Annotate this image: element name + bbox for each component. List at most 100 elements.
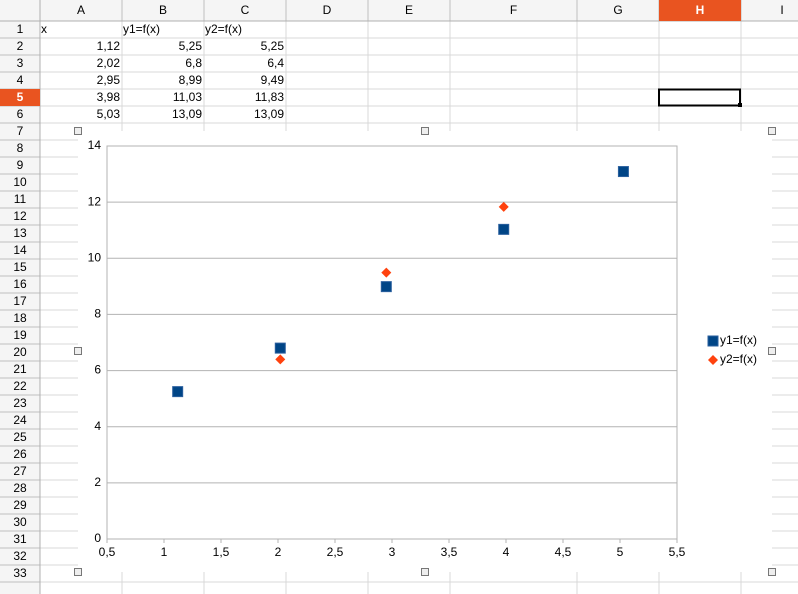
cell-text[interactable]: 8,99 <box>179 73 203 87</box>
y-tick-label: 4 <box>94 419 101 433</box>
cell-text[interactable]: 3,98 <box>97 90 121 104</box>
y-tick-label: 12 <box>88 194 102 208</box>
resize-handle[interactable] <box>768 347 776 355</box>
x-tick-label: 4,5 <box>555 545 572 559</box>
row-header[interactable]: 27 <box>13 464 27 478</box>
row-header[interactable]: 4 <box>17 73 24 87</box>
row-header[interactable]: 18 <box>13 311 27 325</box>
y-tick-label: 8 <box>94 307 101 321</box>
cell-cursor[interactable] <box>658 88 741 107</box>
cell-text[interactable]: 2,95 <box>97 73 121 87</box>
row-header[interactable]: 14 <box>13 243 27 257</box>
row-header[interactable]: 1 <box>17 22 24 36</box>
row-header[interactable]: 26 <box>13 447 27 461</box>
row-header[interactable]: 13 <box>13 226 27 240</box>
row-header[interactable]: 10 <box>13 175 27 189</box>
cell-text[interactable]: 6,8 <box>185 56 202 70</box>
cell-text[interactable]: 6,4 <box>267 56 284 70</box>
x-tick-label: 2 <box>275 545 282 559</box>
x-tick-label: 5,5 <box>669 545 686 559</box>
row-header[interactable]: 32 <box>13 549 27 563</box>
resize-handle[interactable] <box>421 568 429 576</box>
row-header[interactable]: 29 <box>13 498 27 512</box>
column-header[interactable]: E <box>405 3 413 17</box>
x-tick-label: 4 <box>503 545 510 559</box>
data-point <box>274 342 286 354</box>
cell-text[interactable]: y2=f(x) <box>205 22 242 36</box>
row-header[interactable]: 33 <box>13 566 27 580</box>
y-tick-label: 14 <box>88 138 102 152</box>
row-header[interactable]: 20 <box>13 345 27 359</box>
data-point <box>172 386 184 398</box>
row-header[interactable]: 6 <box>17 107 24 121</box>
data-point <box>498 223 510 235</box>
row-header[interactable]: 3 <box>17 56 24 70</box>
row-header[interactable]: 9 <box>17 158 24 172</box>
cell-text[interactable]: 13,09 <box>254 107 284 121</box>
row-header[interactable]: 24 <box>13 413 27 427</box>
column-header[interactable]: G <box>613 3 622 17</box>
column-header[interactable]: H <box>696 3 705 17</box>
column-header[interactable]: C <box>241 3 250 17</box>
column-header[interactable]: A <box>77 3 85 17</box>
column-header[interactable]: I <box>780 3 783 17</box>
resize-handle[interactable] <box>421 127 429 135</box>
cell-text[interactable]: 13,09 <box>172 107 202 121</box>
column-header-bar <box>0 0 798 21</box>
y-tick-label: 10 <box>88 250 102 264</box>
cell-text[interactable]: 11,83 <box>255 90 284 104</box>
cell-text[interactable]: 5,03 <box>97 107 121 121</box>
y-tick-label: 0 <box>94 531 101 545</box>
row-header[interactable]: 31 <box>13 532 27 546</box>
row-header[interactable]: 28 <box>13 481 27 495</box>
cell-text[interactable]: 5,25 <box>261 39 285 53</box>
row-header[interactable]: 2 <box>17 39 24 53</box>
row-header[interactable]: 16 <box>13 277 27 291</box>
row-header[interactable]: 12 <box>13 209 27 223</box>
row-header[interactable]: 11 <box>14 192 27 206</box>
fill-handle <box>738 103 742 107</box>
row-header[interactable]: 30 <box>13 515 27 529</box>
resize-handle[interactable] <box>74 347 82 355</box>
row-header[interactable]: 23 <box>13 396 27 410</box>
data-point <box>380 281 392 293</box>
plot-area <box>106 145 678 540</box>
resize-handle[interactable] <box>74 568 82 576</box>
row-header[interactable]: 17 <box>13 294 27 308</box>
row-header[interactable]: 5 <box>17 90 24 104</box>
cell-text[interactable]: 2,02 <box>97 56 121 70</box>
legend-label: y2=f(x) <box>720 352 757 366</box>
legend-marker <box>707 335 719 347</box>
row-header[interactable]: 15 <box>13 260 27 274</box>
row-header[interactable]: 8 <box>17 141 24 155</box>
x-tick-label: 1,5 <box>213 545 230 559</box>
row-header[interactable]: 21 <box>13 362 27 376</box>
column-header[interactable]: D <box>323 3 332 17</box>
data-point <box>617 166 629 178</box>
column-header[interactable]: F <box>510 3 517 17</box>
row-header[interactable]: 22 <box>13 379 27 393</box>
cell-text[interactable]: 1,12 <box>97 39 121 53</box>
row-header[interactable]: 7 <box>17 124 24 138</box>
row-header[interactable]: 25 <box>13 430 27 444</box>
cell-text[interactable]: 11,03 <box>173 90 202 104</box>
data-point <box>275 354 286 365</box>
x-tick-label: 3,5 <box>441 545 458 559</box>
data-point <box>498 201 509 212</box>
y-tick-label: 2 <box>94 475 101 489</box>
x-tick-label: 5 <box>617 545 624 559</box>
column-header[interactable]: B <box>159 3 167 17</box>
active-row-header <box>0 89 40 106</box>
resize-handle[interactable] <box>768 568 776 576</box>
cell-text[interactable]: y1=f(x) <box>123 22 160 36</box>
cell-text[interactable]: 9,49 <box>261 73 285 87</box>
cell-text[interactable]: x <box>41 22 47 36</box>
x-tick-label: 3 <box>389 545 396 559</box>
resize-handle[interactable] <box>768 127 776 135</box>
cell-text[interactable]: 5,25 <box>179 39 203 53</box>
x-tick-label: 2,5 <box>327 545 344 559</box>
resize-handle[interactable] <box>74 127 82 135</box>
legend-label: y1=f(x) <box>720 333 757 347</box>
row-header[interactable]: 19 <box>13 328 27 342</box>
